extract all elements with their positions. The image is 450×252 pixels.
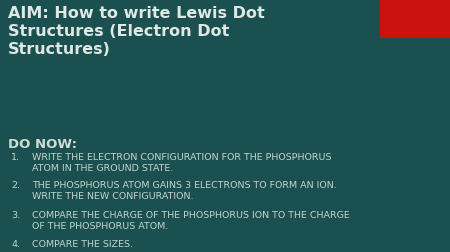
Text: COMPARE THE CHARGE OF THE PHOSPHORUS ION TO THE CHARGE
OF THE PHOSPHORUS ATOM.: COMPARE THE CHARGE OF THE PHOSPHORUS ION… bbox=[32, 210, 350, 230]
Text: WRITE THE ELECTRON CONFIGURATION FOR THE PHOSPHORUS
ATOM IN THE GROUND STATE.: WRITE THE ELECTRON CONFIGURATION FOR THE… bbox=[32, 152, 332, 172]
Text: 2.: 2. bbox=[11, 180, 20, 189]
Text: DO NOW:: DO NOW: bbox=[8, 137, 77, 150]
Bar bbox=[380, 0, 450, 39]
Text: COMPARE THE SIZES.: COMPARE THE SIZES. bbox=[32, 239, 133, 248]
Text: 4.: 4. bbox=[11, 239, 20, 248]
Text: THE PHOSPHORUS ATOM GAINS 3 ELECTRONS TO FORM AN ION.
WRITE THE NEW CONFIGURATIO: THE PHOSPHORUS ATOM GAINS 3 ELECTRONS TO… bbox=[32, 180, 337, 200]
Text: AIM: How to write Lewis Dot
Structures (Electron Dot
Structures): AIM: How to write Lewis Dot Structures (… bbox=[8, 6, 265, 57]
Text: 3.: 3. bbox=[11, 210, 20, 219]
Text: 1.: 1. bbox=[11, 152, 20, 162]
